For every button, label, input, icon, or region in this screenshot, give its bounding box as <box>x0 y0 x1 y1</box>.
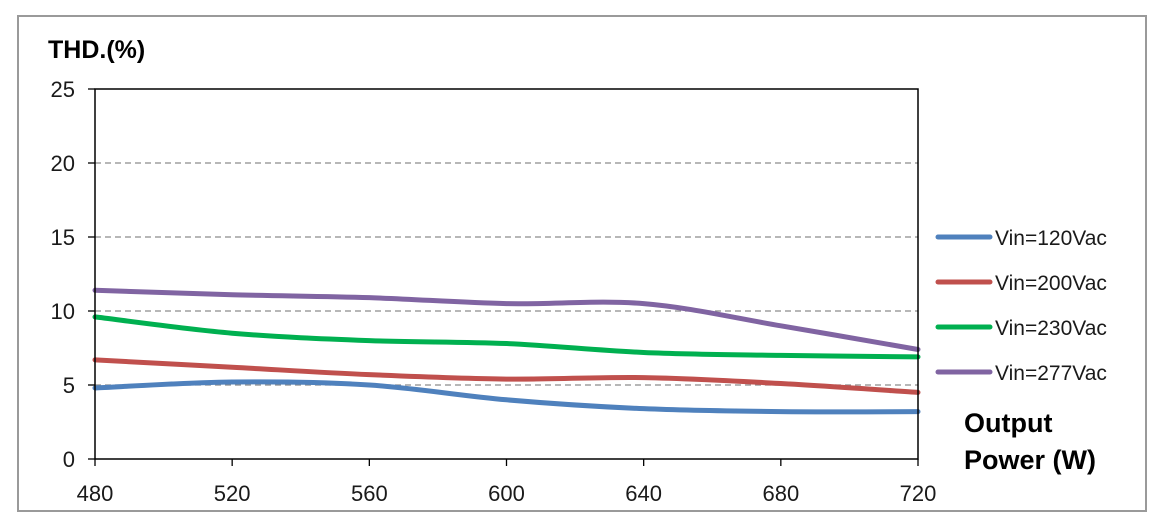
x-tick-label: 560 <box>351 481 388 506</box>
chart-frame <box>17 15 1147 512</box>
x-tick-label: 600 <box>488 481 525 506</box>
y-tick-label: 10 <box>51 299 75 324</box>
y-tick-label: 5 <box>63 373 75 398</box>
y-tick-label: 0 <box>63 447 75 472</box>
y-tick-label: 20 <box>51 151 75 176</box>
x-tick-label: 480 <box>77 481 114 506</box>
plot-area-border <box>94 88 919 460</box>
axis-ticks: 0 5 10 15 20 25 480 520 560 600 640 680 720 <box>51 77 937 506</box>
y-tick-label: 15 <box>51 225 75 250</box>
x-tick-label: 640 <box>625 481 662 506</box>
x-axis-label-line1: Output <box>964 408 1052 438</box>
grid-lines <box>95 162 918 386</box>
series-lines <box>92 287 921 415</box>
x-tick-label: 680 <box>762 481 799 506</box>
series-line-2 <box>92 357 921 395</box>
legend: Vin=120Vac Vin=200Vac Vin=230Vac Vin=277Vac <box>935 227 1107 385</box>
legend-label-1: Vin=120Vac <box>995 227 1107 250</box>
legend-label-4: Vin=277Vac <box>995 362 1107 385</box>
series-line-4 <box>92 287 921 352</box>
legend-label-2: Vin=200Vac <box>995 272 1107 295</box>
y-axis-label: THD.(%) <box>48 36 145 64</box>
x-tick-label: 720 <box>900 481 937 506</box>
legend-label-3: Vin=230Vac <box>995 317 1107 340</box>
series-line-3 <box>92 314 921 360</box>
x-tick-label: 520 <box>214 481 251 506</box>
x-axis-label-line2: Power (W) <box>964 445 1096 475</box>
y-tick-label: 25 <box>51 77 75 102</box>
series-line-1 <box>92 379 921 415</box>
